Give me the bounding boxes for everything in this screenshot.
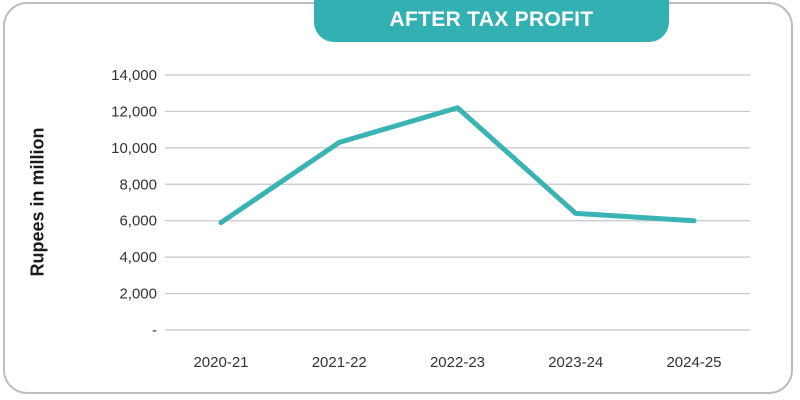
x-tick-label: 2024-25: [666, 354, 721, 371]
y-tick-label: -: [152, 322, 157, 339]
x-tick-label: 2020-21: [193, 354, 248, 371]
y-tick-labels: - 2,000 4,000 6,000 8,000 10,000 12,000 14,000: [111, 67, 157, 339]
chart-title: AFTER TAX PROFIT: [314, 0, 669, 42]
y-tick-label: 10,000: [111, 140, 157, 157]
x-tick-labels: 2020-21 2021-22 2022-23 2023-24 2024-25: [193, 354, 721, 371]
series-line: [218, 105, 697, 226]
y-tick-label: 2,000: [119, 286, 157, 303]
series-layer: [218, 105, 697, 226]
grid-lines: [165, 74, 750, 331]
y-tick-label: 14,000: [111, 67, 157, 84]
x-tick-label: 2022-23: [430, 354, 485, 371]
y-tick-label: 4,000: [119, 249, 157, 266]
y-tick-label: 6,000: [119, 213, 157, 230]
x-tick-label: 2021-22: [312, 354, 367, 371]
y-tick-label: 12,000: [111, 103, 157, 120]
y-tick-label: 8,000: [119, 176, 157, 193]
chart-frame: [3, 2, 793, 394]
x-tick-label: 2023-24: [548, 354, 603, 371]
